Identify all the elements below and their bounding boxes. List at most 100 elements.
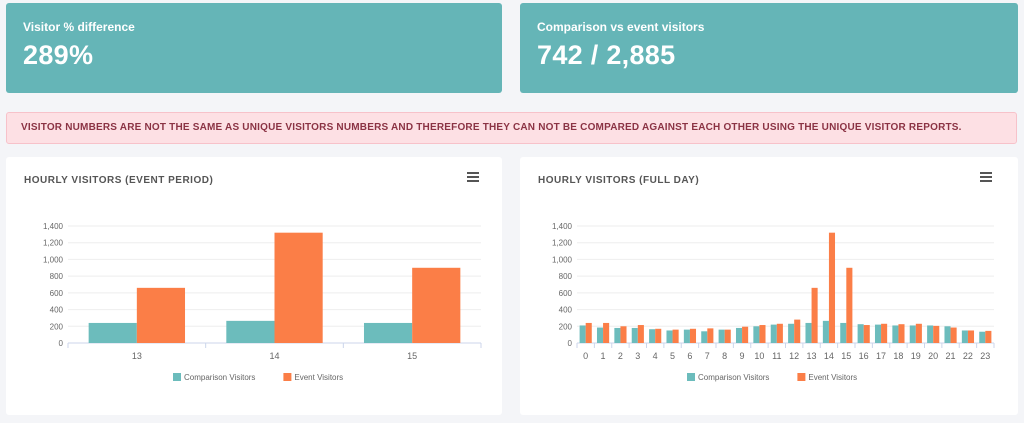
bar-comparison xyxy=(753,326,760,343)
bar-comparison xyxy=(927,325,934,343)
stat-value: 289% xyxy=(23,40,94,70)
bar-comparison xyxy=(718,329,725,343)
panel-title: HOURLY VISITORS (EVENT PERIOD) xyxy=(24,175,214,186)
x-tick-label: 3 xyxy=(635,351,640,361)
bar-event xyxy=(846,267,853,343)
panel-title: HOURLY VISITORS (FULL DAY) xyxy=(538,175,700,186)
stat-card-comparison-vs-event: Comparison vs event visitors 742 / 2,885 xyxy=(520,3,1018,93)
y-tick-label: 1,000 xyxy=(552,255,573,264)
bar-event xyxy=(672,329,679,343)
bar-event xyxy=(915,323,922,343)
x-tick-label: 18 xyxy=(893,351,903,361)
bar-event xyxy=(950,327,957,343)
bar-comparison xyxy=(666,330,673,343)
y-tick-label: 1,400 xyxy=(43,222,64,231)
bar-event xyxy=(898,324,905,343)
bar-comparison xyxy=(683,329,690,343)
stat-value: 742 / 2,885 xyxy=(537,40,676,70)
bar-comparison xyxy=(961,330,968,343)
y-tick-label: 400 xyxy=(50,306,64,315)
legend-swatch xyxy=(687,373,695,381)
x-tick-label: 14 xyxy=(824,351,834,361)
y-tick-label: 200 xyxy=(559,322,573,331)
stat-label: Visitor % difference xyxy=(23,20,135,34)
bar-event xyxy=(637,325,644,343)
bar-comparison xyxy=(614,327,621,343)
legend-label: Comparison Visitors xyxy=(698,373,769,382)
bar-comparison xyxy=(979,331,986,343)
panel-hourly-visitors-full-day: 0 200 400 600 800 1,000 1,200 1,400 0 1 2 3 4 5 6 7 8 9 10… xyxy=(520,157,1018,415)
x-tick-label: 7 xyxy=(705,351,710,361)
bar-comparison xyxy=(88,322,137,343)
y-tick-label: 800 xyxy=(50,272,64,281)
bar-event xyxy=(828,232,836,343)
x-tick-label: 15 xyxy=(841,351,851,361)
x-tick-label: 19 xyxy=(911,351,921,361)
chart-event-period: 0 200 400 600 800 1,000 1,200 1,400 13 14 15 Compar… xyxy=(43,222,482,382)
bar-comparison xyxy=(363,322,413,343)
y-tick-label: 600 xyxy=(50,289,64,298)
bar-event xyxy=(881,323,888,343)
x-tick-label: 1 xyxy=(601,351,606,361)
legend-swatch xyxy=(797,373,806,381)
bar-comparison xyxy=(649,329,656,343)
y-tick-label: 200 xyxy=(50,322,64,331)
legend-swatch xyxy=(283,373,292,381)
y-tick-label: 1,000 xyxy=(43,255,64,264)
y-tick-label: 400 xyxy=(559,306,573,315)
bar-event xyxy=(689,328,697,343)
y-tick-label: 0 xyxy=(59,339,64,348)
y-tick-label: 0 xyxy=(568,339,573,348)
x-tick-label: 6 xyxy=(687,351,692,361)
bar-event xyxy=(620,326,627,343)
x-tick-label: 13 xyxy=(132,351,142,361)
stat-card-visitor-difference: Visitor % difference 289% xyxy=(6,3,502,93)
bar-comparison xyxy=(770,324,777,343)
x-tick-label: 2 xyxy=(618,351,623,361)
panel-hourly-visitors-event: 0 200 400 600 800 1,000 1,200 1,400 13 14 15 Compar… xyxy=(6,157,502,415)
legend-label: Comparison Visitors xyxy=(184,373,255,382)
y-tick-label: 800 xyxy=(559,272,573,281)
x-tick-label: 23 xyxy=(980,351,990,361)
bar-comparison xyxy=(596,327,604,343)
hamburger-icon[interactable] xyxy=(466,171,480,183)
bar-comparison xyxy=(735,327,743,343)
bar-event xyxy=(585,322,592,343)
bar-event xyxy=(724,329,731,343)
bar-event xyxy=(811,287,818,343)
bar-event xyxy=(655,328,662,343)
bar-comparison xyxy=(874,324,882,343)
legend-label: Event Visitors xyxy=(808,373,857,382)
bar-comparison xyxy=(226,320,275,343)
bar-comparison xyxy=(909,325,916,343)
bar-event xyxy=(967,330,975,343)
stat-label: Comparison vs event visitors xyxy=(537,20,705,34)
x-tick-label: 0 xyxy=(583,351,588,361)
bar-comparison xyxy=(840,322,847,343)
y-tick-label: 1,400 xyxy=(552,222,573,231)
bar-comparison xyxy=(857,324,864,343)
x-tick-label: 13 xyxy=(807,351,817,361)
x-tick-label: 4 xyxy=(653,351,658,361)
y-tick-label: 1,200 xyxy=(43,239,64,248)
bar-event xyxy=(412,267,461,343)
bar-comparison xyxy=(822,320,829,343)
x-tick-label: 5 xyxy=(670,351,675,361)
bar-comparison xyxy=(944,326,951,343)
bar-comparison xyxy=(631,327,638,343)
x-tick-label: 11 xyxy=(772,351,781,361)
bar-event xyxy=(759,325,766,343)
x-tick-label: 21 xyxy=(946,351,956,361)
legend-swatch xyxy=(173,373,181,381)
bar-event xyxy=(603,322,610,343)
bar-event xyxy=(707,328,714,343)
bar-event xyxy=(933,325,940,343)
bar-comparison xyxy=(892,325,899,343)
warning-alert: VISITOR NUMBERS ARE NOT THE SAME AS UNIQ… xyxy=(6,112,1017,144)
bar-comparison xyxy=(805,322,812,343)
x-tick-label: 12 xyxy=(789,351,799,361)
x-tick-label: 16 xyxy=(859,351,869,361)
hamburger-icon[interactable] xyxy=(979,171,993,183)
bar-event xyxy=(274,232,323,343)
